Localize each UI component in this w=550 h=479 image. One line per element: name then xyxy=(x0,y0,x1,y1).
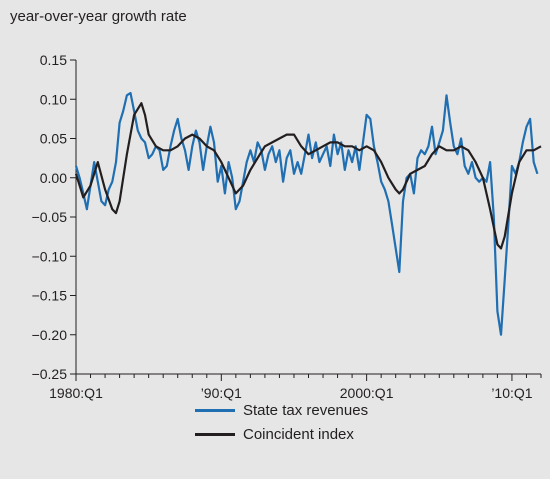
legend-item-coincident: Coincident index xyxy=(195,422,368,446)
legend-swatch-coincident xyxy=(195,432,235,436)
y-tick-label: −0.20 xyxy=(32,327,68,343)
series-lines xyxy=(74,91,542,336)
axes xyxy=(70,59,542,381)
y-tick-label: 0.10 xyxy=(40,91,67,107)
legend-label-state-tax: State tax revenues xyxy=(243,401,369,419)
y-tick-label: −0.05 xyxy=(32,209,68,225)
legend-swatch-state-tax xyxy=(195,408,235,412)
tick-labels: 0.15 0.10 0.05 0.00 −0.05 −0.10 −0.15 −0.20 −0.2… xyxy=(32,52,533,401)
x-tick-label: ’90:Q1 xyxy=(201,385,242,401)
y-tick-label: 0.15 xyxy=(40,52,67,68)
y-tick-label: 0.05 xyxy=(40,131,67,147)
x-tick-label: ’10:Q1 xyxy=(491,385,532,401)
y-tick-label: −0.15 xyxy=(32,288,68,304)
y-tick-label: −0.10 xyxy=(32,248,68,264)
legend-item-state-tax: State tax revenues xyxy=(195,398,368,422)
series-line-coincident xyxy=(74,102,542,250)
x-tick-label: 2000:Q1 xyxy=(340,385,394,401)
y-tick-label: −0.25 xyxy=(32,366,68,382)
y-tick-label: 0.00 xyxy=(40,170,67,186)
legend-label-coincident: Coincident index xyxy=(243,425,354,443)
legend: State tax revenues Coincident index xyxy=(195,398,368,446)
x-tick-label: 1980:Q1 xyxy=(49,385,103,401)
series-line-state-tax xyxy=(74,91,539,336)
y-axis-label: year-over-year growth rate xyxy=(10,8,187,25)
